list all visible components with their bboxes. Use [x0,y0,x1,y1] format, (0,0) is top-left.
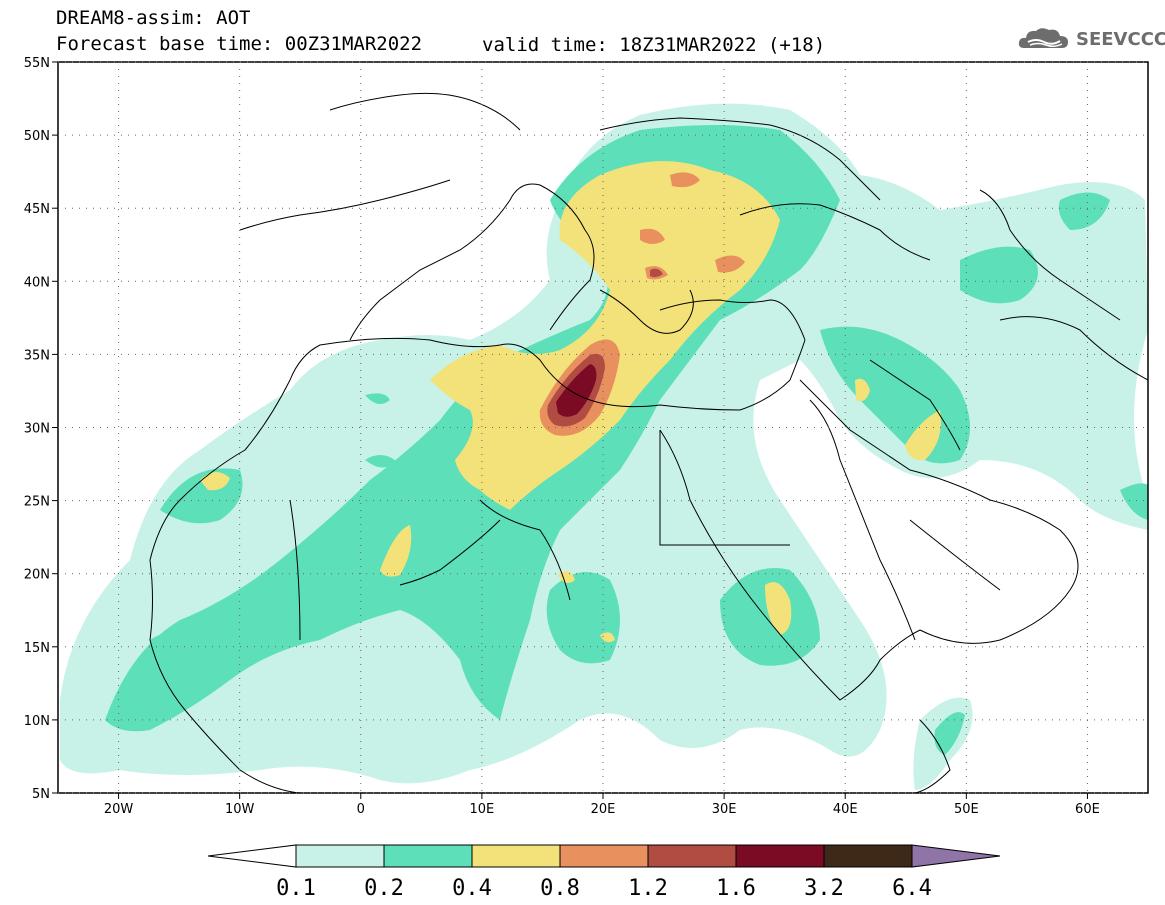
colorbar-label: 1.2 [628,876,668,901]
colorbar-label: 6.4 [892,876,932,901]
lat-tick-label: 55N [24,56,50,71]
colorbar: 0.1 0.2 0.4 0.8 1.2 1.6 3.2 6.4 [207,844,1001,901]
colorbar-swatch [295,844,385,868]
lon-tick-label: 50E [954,802,979,817]
longitude-labels: 20W 10W 0 10E 20E 30E 40E 50E 60E [104,802,1100,817]
lon-tick-label: 0 [357,802,365,817]
colorbar-label: 0.1 [276,876,316,901]
colorbar-high-arrow [911,844,1001,868]
lon-tick-label: 60E [1075,802,1100,817]
latitude-labels: 55N 50N 45N 40N 35N 30N 25N 20N 15N 10N 5N [24,56,50,802]
colorbar-swatch [647,844,737,868]
lat-tick-label: 25N [24,495,50,510]
lat-tick-label: 50N [24,129,50,144]
colorbar-label: 0.2 [364,876,404,901]
colorbar-swatch [383,844,473,868]
lon-tick-label: 40E [833,802,858,817]
lon-tick-label: 10E [470,802,495,817]
lon-tick-label: 20E [591,802,616,817]
lat-tick-label: 10N [24,714,50,729]
aot-field [60,103,1148,790]
lon-tick-label: 20W [104,802,134,817]
colorbar-swatch [559,844,649,868]
lon-tick-label: 10W [225,802,255,817]
graticule [52,61,1148,799]
cloud-icon [1018,28,1068,48]
colorbar-low-arrow [207,844,297,868]
valid-time: valid time: 18Z31MAR2022 (+18) [482,34,826,56]
lon-tick-label: 30E [712,802,737,817]
lat-tick-label: 35N [24,348,50,363]
aot-band-1.6 [556,364,597,417]
colorbar-label: 0.8 [540,876,580,901]
lat-tick-label: 30N [24,422,50,437]
colorbar-swatch [471,844,561,868]
colorbar-label: 1.6 [716,876,756,901]
aot-band-0.4 [200,161,941,643]
seevccc-logo: SEEVCCC [1018,26,1165,52]
colorbar-swatch [823,844,913,868]
lat-tick-label: 5N [32,787,50,802]
forecast-base-time: Forecast base time: 00Z31MAR2022 [56,33,423,55]
map-title: DREAM8-assim: AOT [56,7,251,29]
colorbar-label: 0.4 [452,876,492,901]
logo-text: SEEVCCC [1076,28,1165,50]
coastlines [149,92,1148,793]
colorbar-swatch [735,844,825,868]
lat-tick-label: 15N [24,641,50,656]
colorbar-label: 3.2 [804,876,844,901]
lat-tick-label: 45N [24,202,50,217]
lat-tick-label: 40N [24,275,50,290]
lat-tick-label: 20N [24,568,50,583]
